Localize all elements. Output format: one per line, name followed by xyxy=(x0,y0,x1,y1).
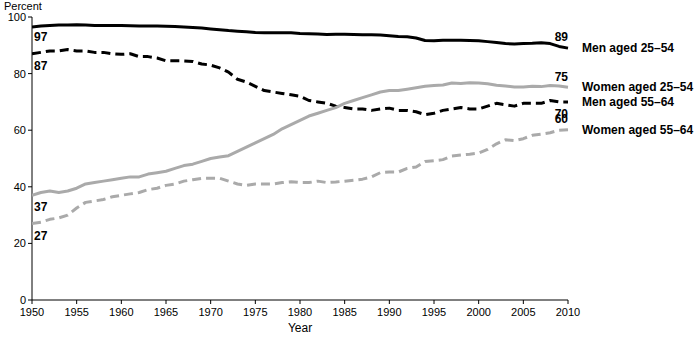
x-tick-label: 1975 xyxy=(243,306,267,318)
y-tick xyxy=(28,73,32,74)
series-line xyxy=(32,130,568,224)
series-label: Men aged 25–54 xyxy=(582,41,674,55)
x-tick-label: 2010 xyxy=(556,306,580,318)
x-axis-line xyxy=(32,300,568,301)
y-tick-label: 80 xyxy=(14,68,26,80)
x-tick-label: 1995 xyxy=(422,306,446,318)
x-tick-label: 1950 xyxy=(20,306,44,318)
y-tick-label: 20 xyxy=(14,237,26,249)
x-tick-label: 1955 xyxy=(64,306,88,318)
chart-svg: Percent020406080100195019551960196519701… xyxy=(0,0,700,338)
x-tick-label: 1980 xyxy=(288,306,312,318)
annotation: 75 xyxy=(555,70,569,84)
x-tick xyxy=(523,300,524,304)
x-tick xyxy=(121,300,122,304)
annotation: 60 xyxy=(555,112,569,126)
x-tick-label: 1970 xyxy=(198,306,222,318)
y-axis-line xyxy=(32,17,33,300)
x-tick xyxy=(255,300,256,304)
x-tick xyxy=(210,300,211,304)
series-line xyxy=(32,25,568,48)
y-tick xyxy=(28,130,32,131)
x-tick xyxy=(166,300,167,304)
x-tick-label: 1960 xyxy=(109,306,133,318)
x-tick-label: 2000 xyxy=(466,306,490,318)
x-tick xyxy=(434,300,435,304)
x-tick xyxy=(32,300,33,304)
x-tick-label: 1965 xyxy=(154,306,178,318)
x-tick xyxy=(300,300,301,304)
series-label: Women aged 25–54 xyxy=(582,80,693,94)
series-label: Women aged 55–64 xyxy=(582,123,693,137)
x-tick-label: 1990 xyxy=(377,306,401,318)
x-tick-label: 2005 xyxy=(511,306,535,318)
y-tick-label: 60 xyxy=(14,124,26,136)
x-tick xyxy=(76,300,77,304)
y-tick xyxy=(28,186,32,187)
y-tick xyxy=(28,243,32,244)
x-axis-label: Year xyxy=(288,321,312,335)
y-tick-label: 100 xyxy=(8,11,26,23)
y-tick xyxy=(28,17,32,18)
chart-container: Percent020406080100195019551960196519701… xyxy=(0,0,700,338)
x-tick-label: 1985 xyxy=(332,306,356,318)
x-tick xyxy=(568,300,569,304)
y-tick xyxy=(28,300,32,301)
series-line xyxy=(32,50,568,115)
plot-area xyxy=(32,25,568,224)
x-tick xyxy=(344,300,345,304)
annotation: 37 xyxy=(34,200,48,214)
annotation: 27 xyxy=(34,229,48,243)
x-tick xyxy=(389,300,390,304)
series-line xyxy=(32,83,568,196)
annotation: 89 xyxy=(555,30,569,44)
series-label: Men aged 55–64 xyxy=(582,95,674,109)
x-tick xyxy=(478,300,479,304)
annotation: 87 xyxy=(34,59,48,73)
annotation: 97 xyxy=(34,30,48,44)
y-tick-label: 0 xyxy=(20,294,26,306)
y-tick-label: 40 xyxy=(14,181,26,193)
